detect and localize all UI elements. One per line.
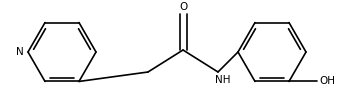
Text: NH: NH [215, 75, 231, 85]
Text: N: N [16, 47, 24, 57]
Text: OH: OH [319, 76, 335, 86]
Text: O: O [179, 2, 187, 12]
